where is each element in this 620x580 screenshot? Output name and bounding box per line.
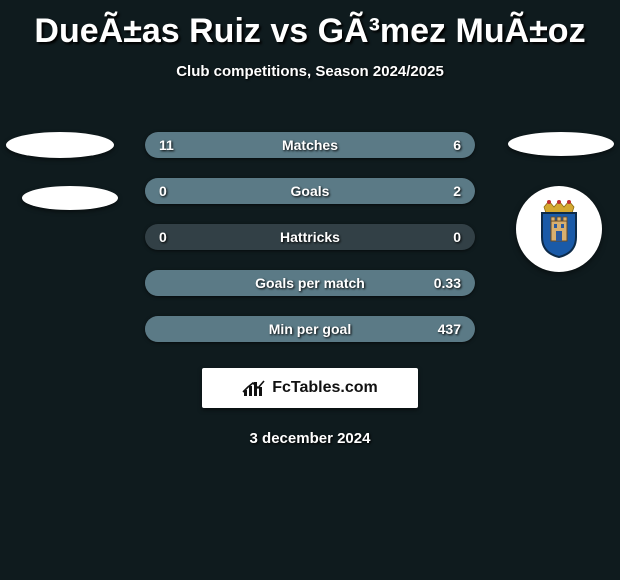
stat-label: Min per goal bbox=[215, 321, 405, 337]
stat-label: Hattricks bbox=[215, 229, 405, 245]
stat-value-right: 437 bbox=[405, 321, 475, 337]
stat-value-right: 6 bbox=[405, 137, 475, 153]
stat-value-left: 0 bbox=[145, 229, 215, 245]
stat-value-right: 0.33 bbox=[405, 275, 475, 291]
stat-label: Matches bbox=[215, 137, 405, 153]
stat-row: Min per goal437 bbox=[145, 316, 475, 342]
stat-value-right: 0 bbox=[405, 229, 475, 245]
stat-bars: 11Matches60Goals20Hattricks0Goals per ma… bbox=[145, 110, 475, 342]
page-title: DueÃ±as Ruiz vs GÃ³mez MuÃ±oz bbox=[0, 0, 620, 55]
date-label: 3 december 2024 bbox=[0, 430, 620, 447]
stat-row: 0Hattricks0 bbox=[145, 224, 475, 250]
source-logo[interactable]: FcTables.com bbox=[202, 368, 418, 408]
crest-icon bbox=[534, 199, 584, 259]
chart-icon bbox=[242, 378, 266, 398]
team-a-badge-2 bbox=[22, 186, 118, 210]
stat-value-left: 0 bbox=[145, 183, 215, 199]
team-a-badge-1 bbox=[6, 132, 114, 158]
stat-label: Goals bbox=[215, 183, 405, 199]
comparison-content: 11Matches60Goals20Hattricks0Goals per ma… bbox=[0, 110, 620, 447]
stat-value-left: 11 bbox=[145, 137, 215, 153]
stat-label: Goals per match bbox=[215, 275, 405, 291]
team-b-badge-1 bbox=[508, 132, 614, 156]
stat-row: 0Goals2 bbox=[145, 178, 475, 204]
source-logo-text: FcTables.com bbox=[272, 379, 378, 397]
stat-row: Goals per match0.33 bbox=[145, 270, 475, 296]
team-b-crest bbox=[516, 186, 602, 272]
page-subtitle: Club competitions, Season 2024/2025 bbox=[0, 63, 620, 80]
stat-row: 11Matches6 bbox=[145, 132, 475, 158]
stat-value-right: 2 bbox=[405, 183, 475, 199]
